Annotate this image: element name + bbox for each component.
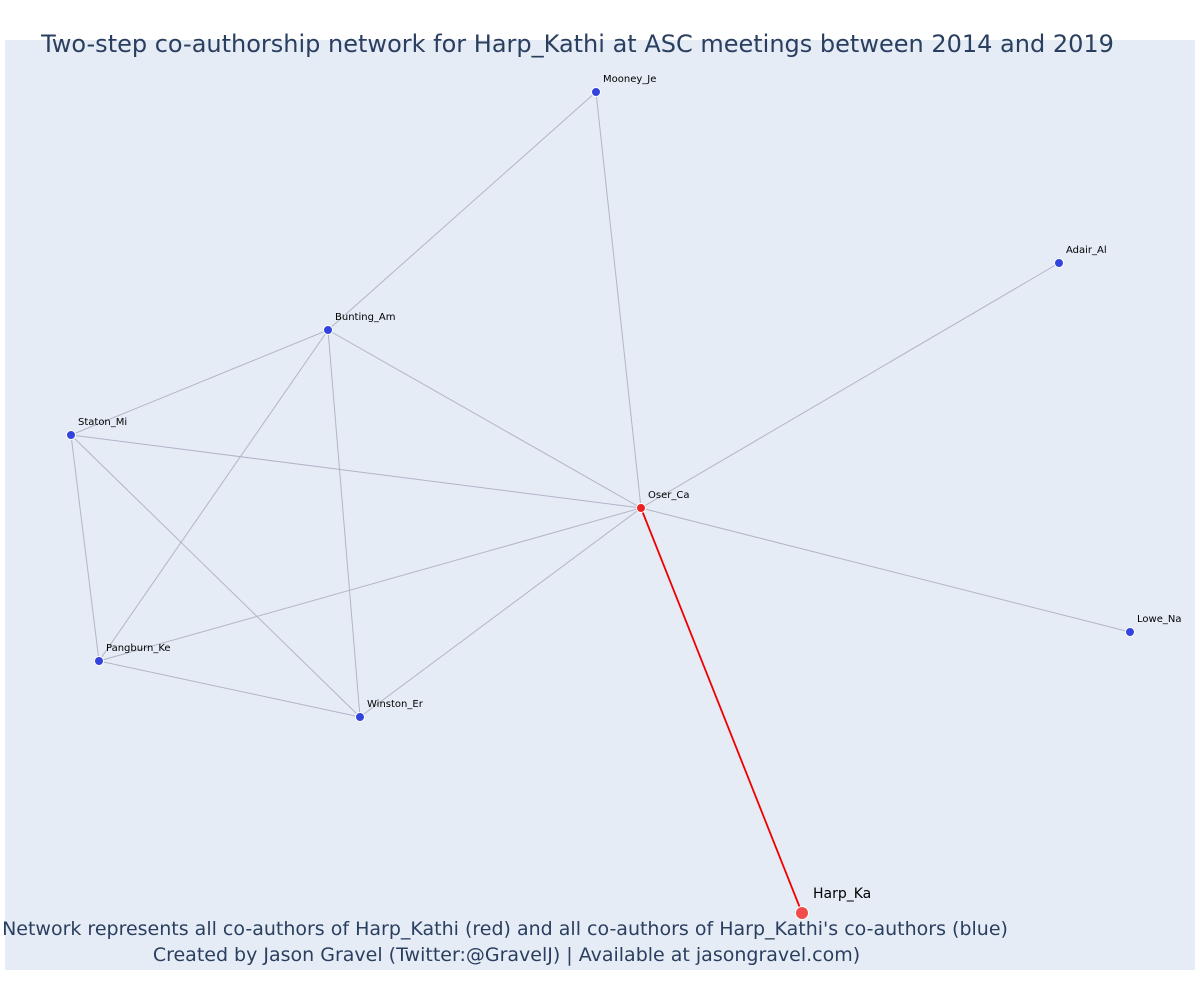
edge-oser-ca-mooney-je xyxy=(595,91,642,509)
node-label-mooney-je: Mooney_Je xyxy=(603,74,656,85)
node-winston-er[interactable] xyxy=(355,712,365,722)
node-label-adair-al: Adair_Al xyxy=(1066,245,1107,256)
footer-credit: Created by Jason Gravel (Twitter:@Gravel… xyxy=(152,944,861,966)
chart-title: Two-step co-authorship network for Harp_… xyxy=(41,30,1114,58)
node-bunting-am[interactable] xyxy=(323,325,333,335)
edge-oser-ca-lowe-na xyxy=(640,507,1131,633)
edge-oser-ca-winston-er xyxy=(359,507,642,718)
node-adair-al[interactable] xyxy=(1054,258,1064,268)
node-harp-ka[interactable] xyxy=(795,906,809,920)
node-label-winston-er: Winston_Er xyxy=(367,699,424,710)
node-oser-ca[interactable] xyxy=(636,503,646,513)
plot-area xyxy=(5,40,1195,970)
node-label-harp-ka: Harp_Ka xyxy=(813,886,871,902)
edge-oser-ca-adair-al xyxy=(640,262,1060,509)
edge-bunting-am-pangburn-ke xyxy=(98,329,329,662)
edge-mooney-je-bunting-am xyxy=(327,91,597,331)
node-mooney-je[interactable] xyxy=(591,87,601,97)
node-lowe-na[interactable] xyxy=(1125,627,1135,637)
node-label-oser-ca: Oser_Ca xyxy=(648,490,689,501)
node-label-staton-mi: Staton_Mi xyxy=(78,417,127,428)
edge-oser-ca-pangburn-ke xyxy=(98,507,642,662)
labels-layer: Mooney_Je Adair_Al Bunting_Am Staton_Mi Oser… xyxy=(78,74,1181,902)
edge-bunting-am-winston-er xyxy=(327,329,361,718)
node-label-lowe-na: Lowe_Na xyxy=(1137,614,1181,625)
footer-caption: Network represents all co-authors of Har… xyxy=(2,918,1008,940)
edge-oser-ca-bunting-am xyxy=(327,329,642,509)
node-label-bunting-am: Bunting_Am xyxy=(335,312,396,323)
nodes-layer xyxy=(66,87,1135,920)
edge-pangburn-ke-winston-er xyxy=(98,660,361,718)
node-staton-mi[interactable] xyxy=(66,430,76,440)
edge-staton-mi-winston-er xyxy=(70,434,361,718)
node-pangburn-ke[interactable] xyxy=(94,656,104,666)
edge-bunting-am-staton-mi xyxy=(70,329,329,436)
edge-harp-ka-oser-ca xyxy=(640,507,803,914)
node-label-pangburn-ke: Pangburn_Ke xyxy=(106,643,171,654)
edge-staton-mi-pangburn-ke xyxy=(70,434,100,662)
edge-oser-ca-staton-mi xyxy=(70,434,642,509)
edges-layer xyxy=(70,91,1131,914)
